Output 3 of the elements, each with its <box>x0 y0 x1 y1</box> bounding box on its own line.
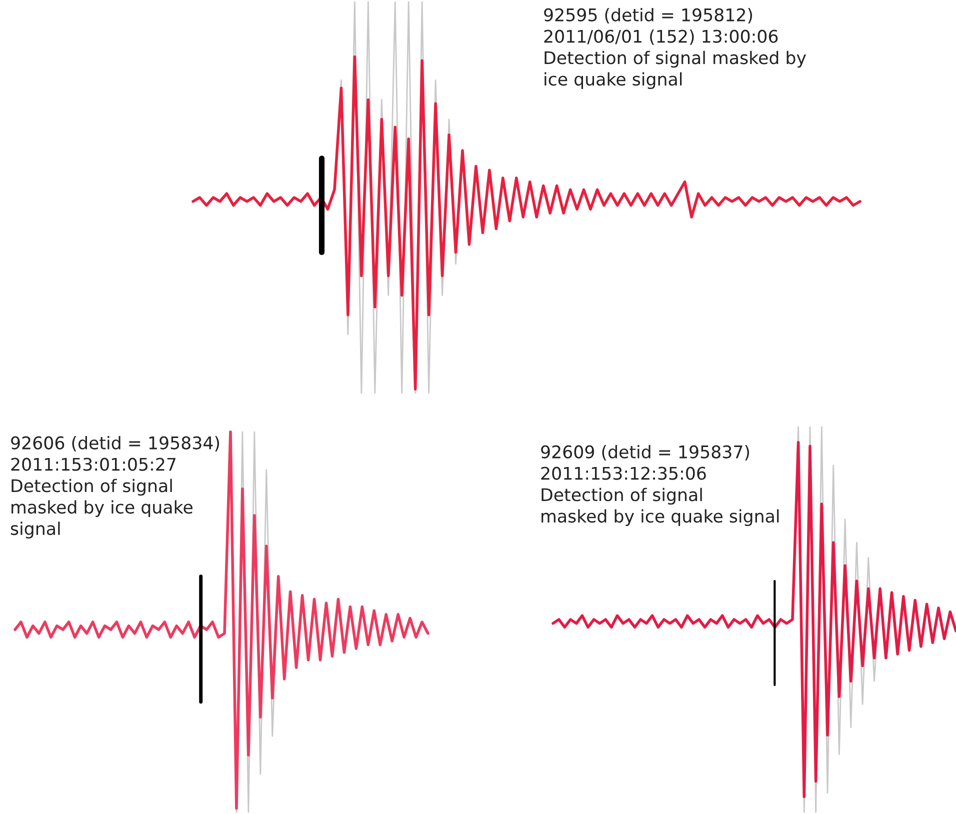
annotation: 92609 (detid = 195837) 2011:153:12:35:06 Detection of signal masked by ice quake signal <box>541 445 779 526</box>
annotation: 92595 (detid = 195812) 2011/06/01 (152) 13:00:06 Detection of signal masked by ice quake signal <box>544 8 806 90</box>
annotation: 92606 (detid = 195834) 2011:153:01:05:27 Detection of signal masked by ice quake signal <box>10 436 220 538</box>
